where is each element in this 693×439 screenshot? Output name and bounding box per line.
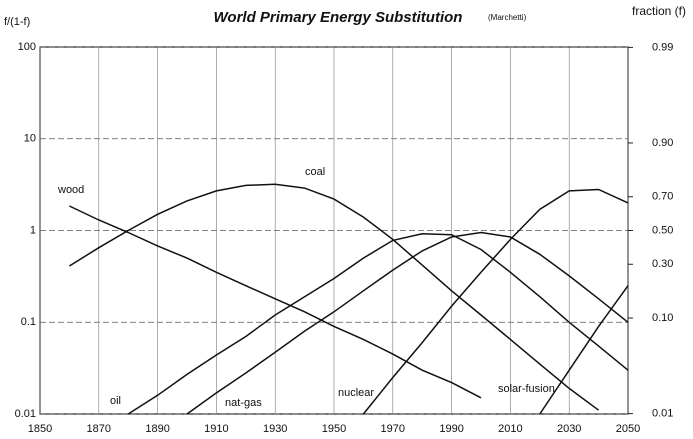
y-tick-label: 10 xyxy=(24,133,36,145)
x-tick-label: 1990 xyxy=(439,423,463,435)
y2-tick-label: 0.70 xyxy=(652,191,673,203)
series-label: solar-fusion xyxy=(498,383,555,395)
x-tick-label: 1970 xyxy=(381,423,405,435)
series-line xyxy=(69,205,482,399)
y-tick-label: 0.1 xyxy=(21,316,36,328)
x-tick-label: 2050 xyxy=(616,423,640,435)
y-tick-label: 1 xyxy=(30,224,36,236)
y2-tick-label: 0.01 xyxy=(652,408,673,420)
x-tick-label: 1910 xyxy=(204,423,228,435)
y2-tick-label: 0.99 xyxy=(652,41,673,53)
y2-tick-label: 0.30 xyxy=(652,258,673,270)
y2-tick-label: 0.90 xyxy=(652,137,673,149)
series-line xyxy=(362,188,629,415)
y-tick-label: 100 xyxy=(18,41,36,53)
series-label: oil xyxy=(110,395,121,407)
y-tick-label: 0.01 xyxy=(15,408,36,420)
x-tick-label: 1930 xyxy=(263,423,287,435)
series-line xyxy=(127,233,629,415)
series-line xyxy=(186,231,629,415)
series-label: nat-gas xyxy=(225,397,262,409)
chart-subtitle: (Marchetti) xyxy=(488,13,527,22)
x-tick-label: 1950 xyxy=(322,423,346,435)
series-label: wood xyxy=(57,184,84,196)
y-axis-label: f/(1-f) xyxy=(4,16,30,28)
x-tick-label: 1850 xyxy=(28,423,52,435)
series-label: coal xyxy=(305,166,325,178)
x-tick-label: 2030 xyxy=(557,423,581,435)
x-tick-label: 1890 xyxy=(145,423,169,435)
y2-tick-label: 0.50 xyxy=(652,224,673,236)
x-tick-label: 1870 xyxy=(87,423,111,435)
series-line xyxy=(69,183,600,411)
series-label: nuclear xyxy=(338,387,374,399)
chart-title: World Primary Energy Substitution xyxy=(214,9,463,26)
y2-axis-label: fraction (f) xyxy=(632,4,686,18)
series-line xyxy=(539,285,629,415)
y2-tick-label: 0.10 xyxy=(652,312,673,324)
x-tick-label: 2010 xyxy=(498,423,522,435)
